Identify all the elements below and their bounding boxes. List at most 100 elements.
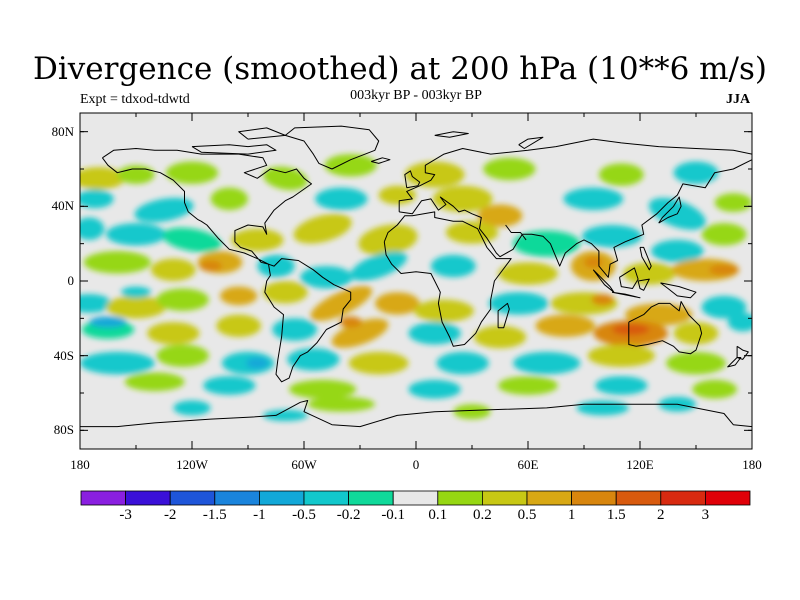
- lon-tick-label: 60E: [517, 457, 539, 472]
- field-patch: [156, 344, 209, 367]
- field-patch: [513, 351, 581, 375]
- field-patch: [124, 372, 185, 392]
- season-label: JJA: [726, 92, 751, 107]
- colorbar-swatch: [80, 490, 126, 506]
- coastline: [497, 302, 510, 329]
- field-patch: [673, 161, 719, 184]
- field-patch: [80, 189, 114, 209]
- colorbar-swatch: [481, 490, 528, 506]
- field-patch: [513, 230, 581, 257]
- colorbar-swatch: [214, 490, 260, 506]
- coastline: [637, 278, 650, 291]
- field-patch: [666, 351, 726, 375]
- field-patch: [701, 223, 747, 246]
- field-core: [584, 256, 603, 268]
- colorbar-label: 1: [567, 507, 576, 523]
- field-patch: [473, 325, 527, 349]
- field-patch: [293, 213, 352, 244]
- colorbar-swatch: [437, 490, 483, 506]
- field-patch: [300, 266, 353, 289]
- field-patch: [477, 204, 523, 227]
- map-panel: [80, 113, 752, 449]
- lat-tick-label: 0: [67, 273, 75, 288]
- colorbar-label: 1.5: [606, 507, 626, 523]
- field-patch: [408, 379, 461, 399]
- field-patch: [445, 221, 499, 244]
- colorbar-swatch: [571, 490, 617, 506]
- field-patch: [692, 379, 738, 399]
- chart-title: Divergence (smoothed) at 200 hPa (10**6 …: [33, 51, 767, 87]
- field-patch: [625, 303, 693, 326]
- colorbar: [80, 490, 751, 506]
- colorbar-label: 3: [701, 507, 710, 523]
- colorbar-label: -0.5: [292, 507, 316, 523]
- colorbar-label: -1: [253, 507, 266, 523]
- coastline: [619, 267, 639, 289]
- field-core: [121, 286, 151, 298]
- field-patch: [173, 400, 211, 416]
- field-patch: [203, 376, 256, 395]
- field-patch: [701, 295, 747, 319]
- field-patch: [324, 154, 377, 177]
- coastline: [518, 136, 544, 149]
- coastline: [727, 357, 742, 368]
- colorbar-label: -0.1: [381, 507, 406, 523]
- colorbar-label: -2: [163, 507, 177, 523]
- field-patch: [358, 224, 418, 256]
- colorbar-label: -1.5: [202, 507, 227, 523]
- field-patch: [436, 351, 489, 375]
- coastline: [383, 211, 512, 347]
- field-patch: [80, 351, 155, 375]
- field-patch: [289, 379, 357, 399]
- field-patch: [488, 292, 549, 315]
- field-patch: [210, 187, 248, 211]
- colorbar-label: 0.5: [517, 507, 537, 523]
- coastline: [434, 131, 469, 138]
- field-patch: [727, 312, 752, 332]
- field-patch: [83, 251, 151, 274]
- field-patch: [563, 187, 624, 211]
- colorbar-label: 0.1: [428, 507, 448, 523]
- field-core: [246, 357, 269, 369]
- coastlines: [80, 125, 752, 428]
- field-patch: [80, 167, 125, 190]
- field-patch: [651, 239, 704, 263]
- field-patch: [263, 166, 308, 191]
- field-patch: [498, 262, 558, 285]
- field-patch: [408, 322, 461, 345]
- axis-ticks: [79, 113, 753, 449]
- field-patch: [117, 165, 155, 184]
- coastline: [398, 138, 752, 278]
- coastline: [628, 301, 703, 355]
- field-patch: [673, 322, 719, 345]
- colorbar-label: -3: [119, 507, 132, 523]
- coastline: [371, 157, 391, 164]
- field-patch: [134, 197, 194, 223]
- field-core: [591, 294, 614, 306]
- coastline: [101, 148, 312, 265]
- colorbar-label: 0.2: [473, 507, 492, 523]
- field-patch: [582, 225, 642, 248]
- colorbar-swatch: [526, 490, 572, 506]
- field-patch: [307, 396, 375, 412]
- lon-tick-label: 180: [70, 457, 90, 472]
- field-patch: [150, 258, 196, 281]
- field-patch: [231, 228, 284, 252]
- colorbar-swatch: [348, 490, 394, 506]
- field-patch: [595, 376, 648, 395]
- field-patch: [714, 193, 752, 212]
- coastline: [238, 127, 286, 140]
- lat-tick-label: 80S: [53, 422, 74, 438]
- colorbar-swatch: [303, 490, 349, 506]
- field-patch: [432, 185, 493, 212]
- field-patch: [498, 376, 558, 395]
- field-patch: [272, 318, 318, 341]
- lon-tick-label: 180: [742, 457, 762, 472]
- field-core: [709, 264, 739, 276]
- field-patch: [535, 314, 596, 337]
- colorbar-swatch: [660, 490, 706, 506]
- coastline: [639, 246, 652, 271]
- field-patch: [106, 295, 166, 319]
- field-patch: [216, 314, 262, 337]
- field-patch: [80, 217, 105, 240]
